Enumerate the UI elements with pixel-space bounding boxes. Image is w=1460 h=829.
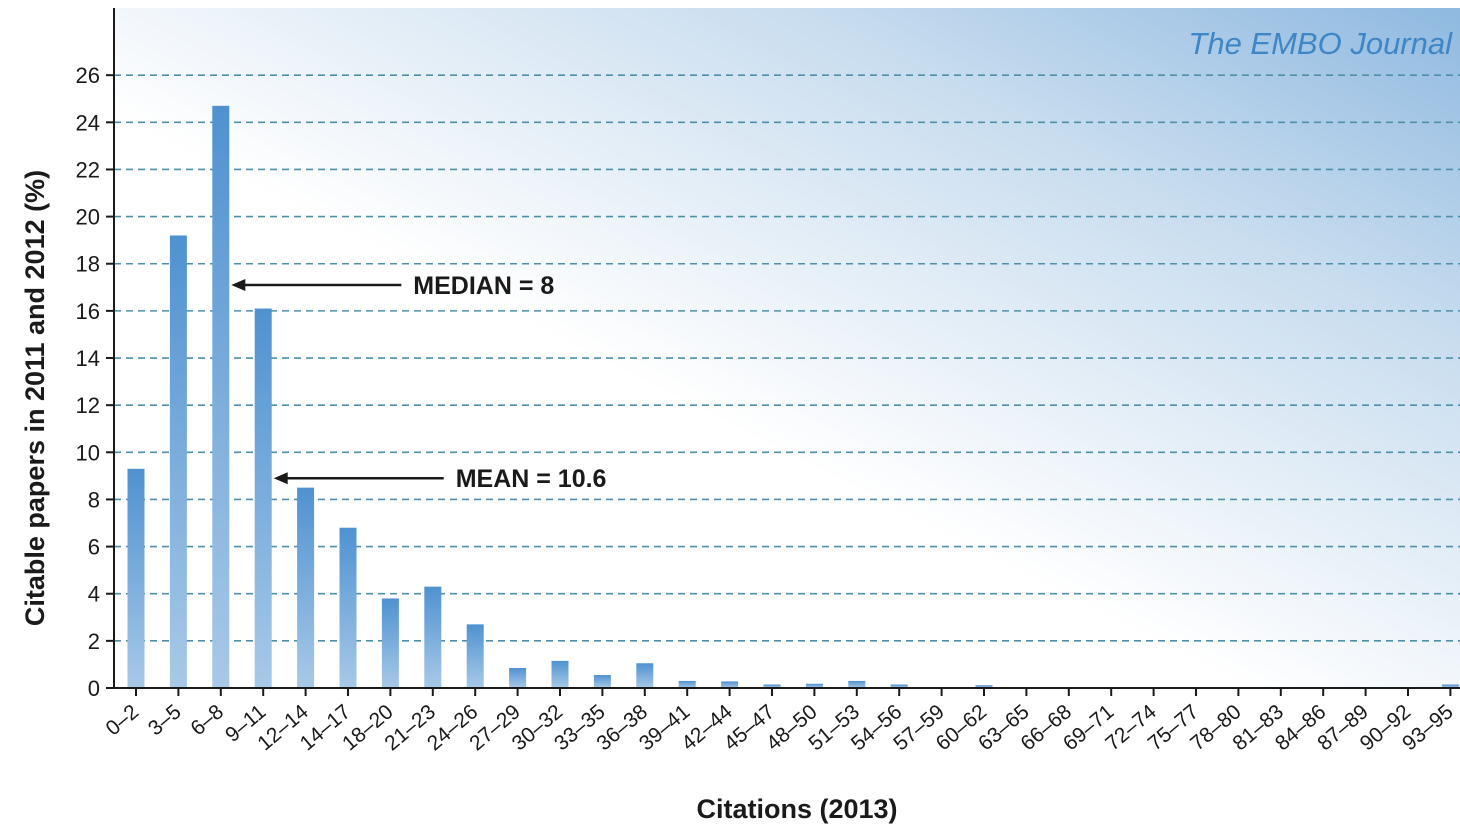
bar-30–32 (551, 660, 569, 688)
plot-background (114, 8, 1460, 688)
bar-45–47 (763, 684, 781, 688)
y-tick-label: 14 (76, 346, 100, 371)
bar-18–20 (381, 598, 399, 688)
gridlines (114, 74, 1460, 642)
bars (127, 105, 1459, 689)
bar-36–38 (636, 663, 654, 688)
y-tick-label: 12 (76, 393, 100, 418)
bar-33–35 (593, 675, 611, 688)
y-tick-label: 22 (76, 157, 100, 182)
x-axis-title: Citations (2013) (696, 794, 897, 824)
annotation-label: MEDIAN = 8 (413, 272, 554, 300)
x-ticks: 0–2 3–5 6–89–1112–1414–1718–2021–2324–2627… (102, 688, 1458, 755)
bar-14–17 (339, 527, 357, 688)
bar-51–53 (848, 680, 866, 688)
annotations: MEDIAN = 8 MEAN = 10.6 (231, 272, 606, 493)
y-tick-label: 0 (88, 676, 100, 701)
bar-54–56 (890, 684, 908, 688)
annotation-arrowhead (273, 472, 288, 485)
y-tick-label: 6 (88, 535, 100, 560)
y-tick-label: 4 (88, 582, 100, 607)
y-tick-label: 20 (76, 205, 100, 230)
watermark-text: The EMBO Journal (1188, 26, 1453, 61)
x-tick-label: 3–5 (144, 700, 186, 740)
bar-48–50 (805, 683, 823, 688)
bar-21–23 (424, 586, 442, 688)
y-tick-label: 26 (76, 63, 100, 88)
x-tick-label: 6–8 (186, 700, 228, 740)
bar-39–41 (678, 680, 696, 688)
bar-42–44 (721, 681, 739, 688)
x-tick-label: 0–2 (102, 700, 144, 740)
y-tick-label: 18 (76, 252, 100, 277)
y-axis-title: Citable papers in 2011 and 2012 (%) (20, 170, 50, 626)
bar-27–29 (509, 667, 527, 688)
bar-12–14 (297, 487, 315, 688)
bar-9–11 (254, 308, 272, 688)
bar-3–5 (169, 235, 187, 688)
bar-0–2 (127, 468, 145, 688)
y-tick-label: 10 (76, 440, 100, 465)
bar-6–8 (212, 105, 230, 689)
annotation-arrowhead (231, 278, 246, 291)
bar-60–62 (975, 685, 993, 688)
y-tick-label: 8 (88, 487, 100, 512)
bar-93–95 (1441, 684, 1459, 688)
y-tick-label: 24 (76, 110, 100, 135)
bar-24–26 (466, 624, 484, 688)
y-tick-label: 16 (76, 299, 100, 324)
annotation-label: MEAN = 10.6 (456, 465, 607, 493)
y-tick-label: 2 (88, 629, 100, 654)
